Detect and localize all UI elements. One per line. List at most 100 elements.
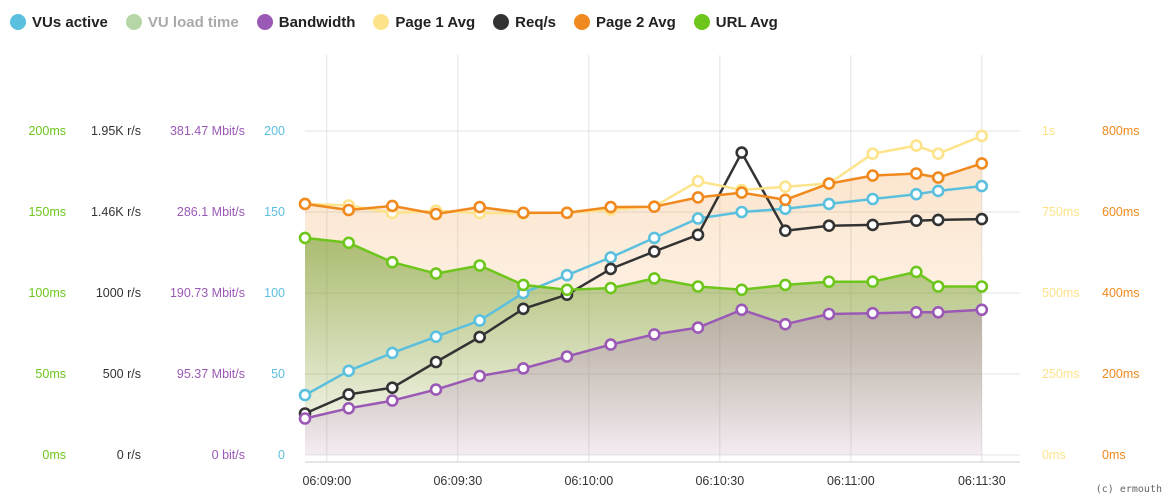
y-tick-label-req: 500 r/s — [103, 367, 141, 381]
y-tick-label-bw: 0 bit/s — [212, 448, 245, 462]
y-tick-label-p1: 0ms — [1042, 448, 1066, 462]
series-point-req — [691, 228, 705, 242]
legend-item-url[interactable]: URL Avg — [693, 13, 778, 31]
series-point-vus — [473, 314, 487, 327]
legend-swatch-load — [125, 14, 142, 30]
y-tick-label-p2: 200ms — [1102, 367, 1140, 381]
series-point-p2 — [560, 206, 574, 220]
series-point-bw — [385, 394, 399, 407]
x-tick-label: 06:11:30 — [958, 474, 1006, 488]
series-point-p2 — [298, 197, 312, 211]
series-point-p2 — [647, 200, 661, 213]
series-point-bw — [735, 303, 749, 317]
series-point-p2 — [342, 203, 356, 217]
series-area-bw — [305, 309, 982, 455]
series-point-vus — [298, 388, 312, 402]
y-tick-label-req: 1000 r/s — [96, 286, 141, 300]
x-tick-label: 06:09:30 — [433, 474, 482, 488]
y-tick-label-bw: 286.1 Mbit/s — [177, 205, 245, 219]
series-point-url — [429, 267, 443, 280]
series-point-url — [647, 272, 661, 285]
y-tick-label-req: 0 r/s — [117, 448, 141, 462]
y-tick-label-p1: 750ms — [1042, 205, 1080, 219]
legend-label-bw: Bandwidth — [278, 13, 356, 31]
legend: VUs active VU load time Bandwidth Page 1 Av… — [10, 10, 796, 34]
y-tick-label-p2: 800ms — [1102, 124, 1140, 138]
series-point-url — [735, 283, 749, 297]
y-tick-label-url: 200ms — [28, 124, 66, 138]
series-point-p1 — [931, 147, 945, 160]
legend-swatch-vus — [10, 14, 26, 30]
legend-swatch-bw — [256, 14, 273, 30]
series-point-vus — [604, 251, 618, 264]
y-tick-label-vus: 50 — [271, 367, 285, 381]
series-point-p2 — [822, 177, 836, 190]
series-point-p2 — [909, 167, 923, 180]
series-point-url — [560, 283, 574, 297]
y-tick-label-url: 50ms — [35, 367, 66, 381]
series-point-url — [909, 265, 923, 279]
legend-label-url: URL Avg — [715, 13, 778, 31]
series-point-vus — [931, 184, 945, 198]
series-point-req — [342, 388, 356, 401]
series-point-req — [516, 302, 530, 316]
series-point-p2 — [691, 191, 705, 204]
series-point-bw — [822, 307, 836, 321]
series-point-vus — [822, 197, 836, 211]
series-point-vus — [385, 346, 399, 360]
series-point-bw — [298, 412, 312, 425]
series-point-p2 — [604, 200, 618, 214]
legend-label-req: Req/s — [515, 13, 557, 31]
y-tick-label-bw: 190.73 Mbit/s — [170, 286, 245, 300]
y-tick-label-vus: 0 — [278, 448, 285, 462]
series-point-bw — [691, 321, 705, 334]
series-point-bw — [516, 362, 530, 375]
series-point-vus — [735, 205, 749, 219]
series-point-p1 — [909, 139, 923, 152]
y-tick-label-p2: 600ms — [1102, 205, 1140, 219]
y-tick-label-vus: 150 — [264, 205, 285, 219]
y-tick-label-url: 0ms — [42, 448, 66, 462]
legend-item-vus[interactable]: VUs active — [10, 14, 108, 31]
series-point-url — [691, 280, 705, 293]
legend-item-bw[interactable]: Bandwidth — [256, 13, 356, 31]
legend-label-vus: VUs active — [32, 13, 108, 31]
legend-item-p2[interactable]: Page 2 Avg — [574, 14, 676, 31]
series-point-req — [909, 214, 923, 227]
series-point-req — [866, 218, 880, 232]
series-point-bw — [647, 328, 661, 341]
y-tick-label-url: 150ms — [28, 205, 66, 219]
series-point-p2 — [931, 171, 945, 184]
series-point-vus — [691, 212, 705, 225]
series-point-p1 — [975, 129, 989, 143]
series-point-url — [778, 278, 792, 292]
y-tick-label-p1: 250ms — [1042, 367, 1080, 381]
series-point-url — [604, 281, 618, 295]
series-point-vus — [866, 192, 880, 206]
series-point-bw — [931, 305, 945, 319]
y-tick-label-vus: 200 — [264, 124, 285, 138]
series-point-req — [473, 330, 487, 344]
y-tick-label-url: 100ms — [28, 286, 66, 300]
legend-swatch-req — [493, 14, 510, 30]
series-point-vus — [342, 364, 356, 378]
y-tick-label-p1: 500ms — [1042, 286, 1080, 300]
series-point-p2 — [866, 169, 880, 182]
x-tick-label: 06:09:00 — [302, 474, 351, 488]
series-point-req — [385, 381, 399, 395]
series-point-bw — [342, 401, 356, 415]
series-point-req — [647, 245, 661, 258]
series-point-vus — [429, 330, 443, 344]
series-point-vus — [560, 268, 574, 282]
legend-item-req[interactable]: Req/s — [493, 14, 556, 31]
y-tick-label-p2: 400ms — [1102, 286, 1140, 300]
legend-item-p1[interactable]: Page 1 Avg — [373, 14, 475, 31]
legend-item-load[interactable]: VU load time — [125, 13, 239, 31]
series-point-p2 — [473, 200, 487, 214]
series-point-p2 — [778, 193, 792, 207]
legend-label-load: VU load time — [147, 13, 239, 31]
series-point-p1 — [691, 174, 705, 188]
series-point-url — [385, 255, 399, 269]
series-point-p2 — [516, 206, 530, 220]
